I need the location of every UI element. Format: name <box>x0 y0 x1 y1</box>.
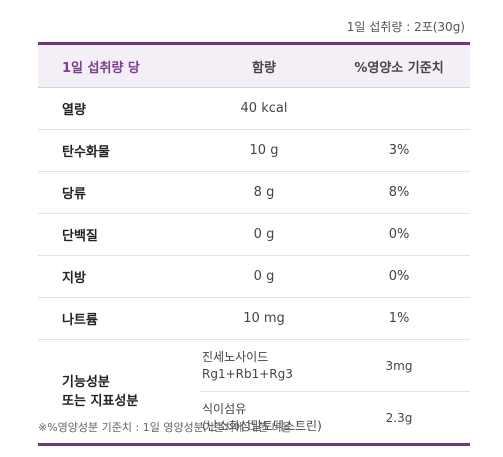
nutrient-amount: 40 kcal <box>240 101 288 116</box>
functional-item-name-line1: 진세노사이드 <box>202 349 269 364</box>
table-row-protein: 단백질 0 g 0% <box>38 214 470 256</box>
nutrient-percent: 0% <box>388 227 410 242</box>
functional-item-name: 진세노사이드 Rg1+Rb1+Rg3 <box>200 349 328 383</box>
nutrient-name: 탄수화물 <box>62 145 110 160</box>
nutrient-percent: 8% <box>388 185 410 200</box>
table-row-sodium: 나트륨 10 mg 1% <box>38 298 470 340</box>
functional-item-name-line2: (난소화성말토덱스트린) <box>202 418 322 433</box>
nutrient-amount: 10 g <box>249 143 279 158</box>
nutrient-percent: 1% <box>388 311 410 326</box>
nutrient-name: 나트륨 <box>62 313 98 328</box>
nutrient-name: 열량 <box>62 103 86 118</box>
table-header: 1일 섭취량 당 함량 %영양소 기준치 <box>38 45 470 88</box>
functional-item-amount: 2.3g <box>385 410 413 425</box>
nutrient-amount: 8 g <box>253 185 275 200</box>
functional-item-ginsenoside: 진세노사이드 Rg1+Rb1+Rg3 3mg <box>200 340 470 392</box>
functional-label-line1: 기능성분 <box>62 374 110 390</box>
header-per-serving: 1일 섭취량 당 <box>62 60 140 76</box>
serving-size: 1일 섭취량 : 2포(30g) <box>346 20 465 34</box>
nutrient-percent: 0% <box>388 269 410 284</box>
table-row-calories: 열량 40 kcal <box>38 88 470 130</box>
nutrient-amount: 0 g <box>253 269 275 284</box>
nutrient-amount: 10 mg <box>243 311 285 326</box>
header-amount: 함량 <box>252 60 276 76</box>
nutrient-name: 당류 <box>62 187 86 202</box>
table-top-border <box>38 42 470 45</box>
nutrient-name: 단백질 <box>62 229 98 244</box>
functional-item-dietary-fiber: 식이섬유 (난소화성말토덱스트린) 2.3g <box>200 392 470 443</box>
nutrition-table: 1일 섭취량 당 함량 %영양소 기준치 열량 40 kcal 탄수화물 10 … <box>38 42 470 446</box>
nutrient-percent: 3% <box>388 143 410 158</box>
header-daily-value: %영양소 기준치 <box>354 60 444 76</box>
functional-item-name: 식이섬유 (난소화성말토덱스트린) <box>200 401 328 435</box>
table-row-sugar: 당류 8 g 8% <box>38 172 470 214</box>
functional-items: 진세노사이드 Rg1+Rb1+Rg3 3mg 식이섬유 (난소화성말토덱스트린)… <box>200 340 470 443</box>
functional-label-line2: 또는 지표성분 <box>62 393 139 409</box>
functional-ingredients: 기능성분 또는 지표성분 진세노사이드 Rg1+Rb1+Rg3 3mg 식이섬유… <box>38 340 470 443</box>
footnote: ※%영양성분 기준치 : 1일 영양성분기준치에 대한 비율 <box>38 421 292 434</box>
nutrient-name: 지방 <box>62 271 86 286</box>
functional-item-name-line1: 식이섬유 <box>202 401 247 416</box>
table-row-fat: 지방 0 g 0% <box>38 256 470 298</box>
functional-label: 기능성분 또는 지표성분 <box>38 340 200 443</box>
functional-item-name-line2: Rg1+Rb1+Rg3 <box>202 366 293 381</box>
table-row-carbohydrate: 탄수화물 10 g 3% <box>38 130 470 172</box>
functional-item-amount: 3mg <box>385 358 413 373</box>
table-bottom-border <box>38 443 470 446</box>
nutrient-amount: 0 g <box>253 227 275 242</box>
